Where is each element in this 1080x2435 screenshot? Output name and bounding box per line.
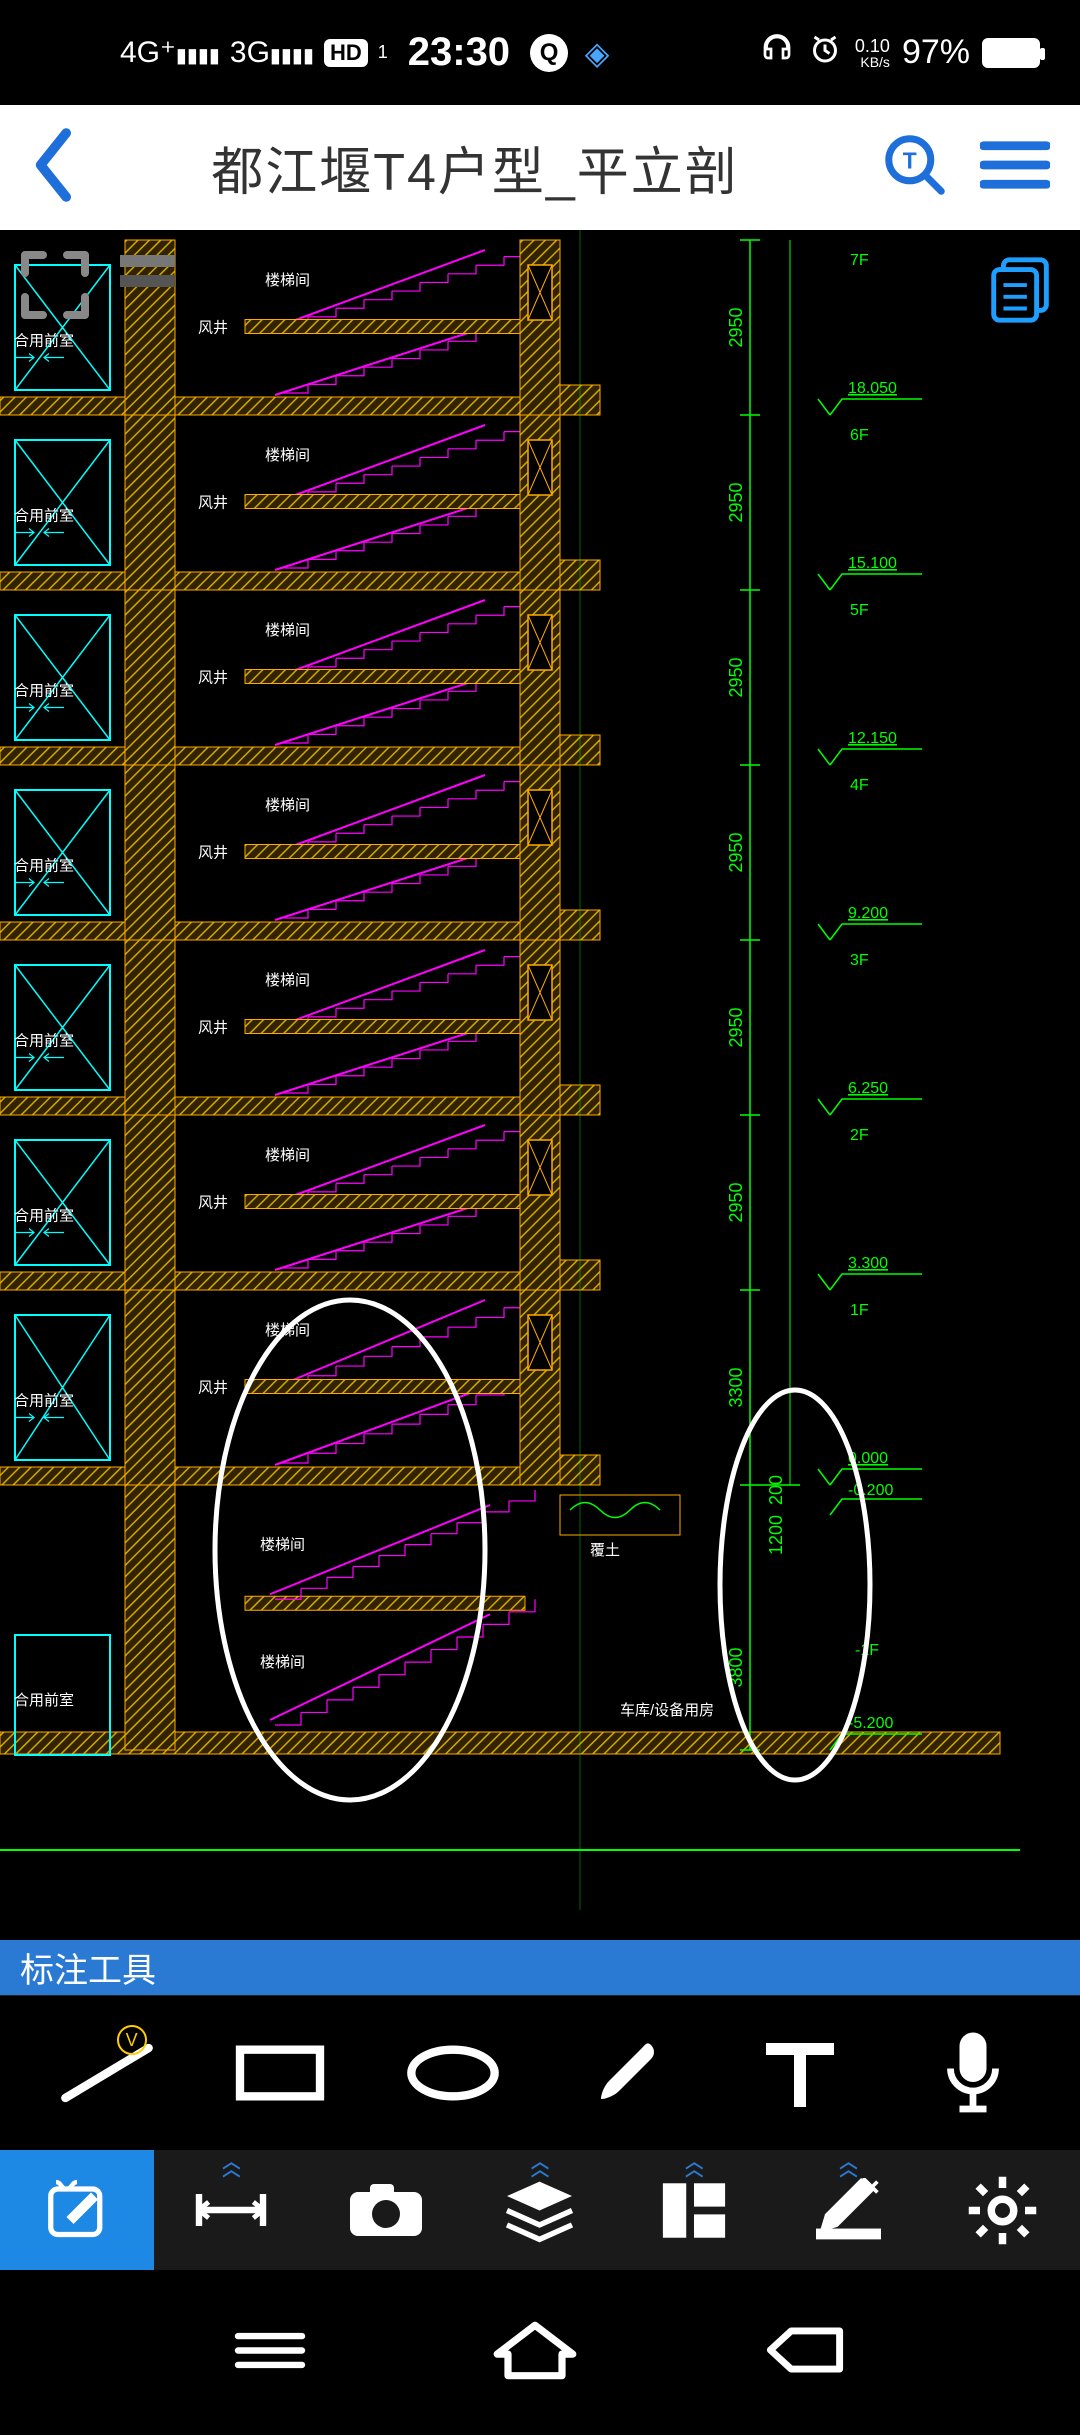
system-nav-bar	[0, 2270, 1080, 2435]
layers-button[interactable]: ︿︿	[463, 2150, 617, 2270]
net-speed: 0.10 KB/s	[855, 37, 890, 69]
edit-button[interactable]	[0, 2150, 154, 2270]
status-left: 4G⁺▮▮▮▮ 3G▮▮▮▮ HD 1 23:30 Q ◈	[120, 30, 616, 75]
text-tool[interactable]	[745, 2033, 855, 2113]
svg-text:3F: 3F	[850, 952, 869, 969]
svg-text:2950: 2950	[726, 482, 746, 522]
battery-icon	[982, 38, 1040, 68]
svg-text:车库/设备用房: 车库/设备用房	[620, 1702, 714, 1719]
svg-text:3.300: 3.300	[848, 1255, 888, 1272]
svg-text:楼梯间: 楼梯间	[265, 797, 310, 814]
battery-pct: 97%	[902, 33, 970, 72]
svg-text:12.150: 12.150	[848, 730, 897, 747]
svg-text:风井: 风井	[198, 495, 228, 512]
line-tool[interactable]: V	[52, 2033, 162, 2113]
app-icon-2: ◈	[578, 34, 616, 72]
menu-button[interactable]	[980, 135, 1050, 200]
svg-text:3300: 3300	[726, 1367, 746, 1407]
app-icon-1: Q	[530, 34, 568, 72]
search-text-button[interactable]: T	[880, 130, 950, 205]
svg-text:合用前室: 合用前室	[14, 1692, 74, 1709]
svg-text:楼梯间: 楼梯间	[265, 972, 310, 989]
svg-text:2950: 2950	[726, 307, 746, 347]
annotation-toolbar-label: 标注工具	[0, 1940, 1080, 1995]
svg-text:楼梯间: 楼梯间	[260, 1537, 305, 1554]
nav-back-button[interactable]	[760, 2320, 850, 2385]
svg-text:2950: 2950	[726, 657, 746, 697]
signal2: 3G▮▮▮▮	[230, 36, 314, 70]
svg-text:T: T	[903, 148, 917, 174]
svg-text:风井: 风井	[198, 320, 228, 337]
nav-recent-button[interactable]	[230, 2323, 310, 2383]
page-title: 都江堰T4户型_平立剖	[100, 130, 850, 205]
cad-viewport[interactable]: 合用前室风井楼梯间29507F18.050合用前室风井楼梯间29506F15.1…	[0, 230, 1080, 1940]
svg-text:200: 200	[766, 1475, 786, 1505]
svg-text:2950: 2950	[726, 1182, 746, 1222]
annotation-toolbar: V	[0, 1995, 1080, 2150]
app-header: 都江堰T4户型_平立剖 T	[0, 105, 1080, 230]
svg-text:7F: 7F	[850, 252, 869, 269]
svg-text:2950: 2950	[726, 1007, 746, 1047]
clock: 23:30	[408, 30, 510, 75]
svg-text:合用前室: 合用前室	[14, 683, 74, 700]
svg-text:合用前室: 合用前室	[14, 1033, 74, 1050]
rectangle-tool[interactable]	[225, 2033, 335, 2113]
svg-text:15.100: 15.100	[848, 555, 897, 572]
svg-text:-5.200: -5.200	[848, 1715, 893, 1732]
svg-text:风井: 风井	[198, 1380, 228, 1397]
svg-text:合用前室: 合用前室	[14, 858, 74, 875]
layer-toggle[interactable]	[120, 255, 175, 287]
tools-button[interactable]: ︿︿	[771, 2150, 925, 2270]
back-button[interactable]	[30, 125, 80, 210]
vip-badge: V	[117, 2025, 147, 2055]
status-right: 0.10 KB/s 97%	[759, 31, 1040, 75]
svg-text:2950: 2950	[726, 832, 746, 872]
brush-tool[interactable]	[572, 2033, 682, 2113]
svg-text:9.200: 9.200	[848, 905, 888, 922]
svg-text:合用前室: 合用前室	[14, 1393, 74, 1410]
layers-panel-button[interactable]	[982, 250, 1060, 328]
svg-text:2F: 2F	[850, 1127, 869, 1144]
alarm-icon	[807, 31, 843, 75]
svg-text:风井: 风井	[198, 670, 228, 687]
svg-text:楼梯间: 楼梯间	[265, 622, 310, 639]
svg-text:合用前室: 合用前室	[14, 508, 74, 525]
bottom-toolbar: ︿︿ ︿︿ ︿︿ ︿︿	[0, 2150, 1080, 2270]
svg-text:5F: 5F	[850, 602, 869, 619]
svg-text:风井: 风井	[198, 1195, 228, 1212]
svg-text:楼梯间: 楼梯间	[265, 447, 310, 464]
signal1: 4G⁺▮▮▮▮	[120, 35, 220, 70]
headset-icon	[759, 31, 795, 75]
svg-text:楼梯间: 楼梯间	[265, 272, 310, 289]
layout-button[interactable]: ︿︿	[617, 2150, 771, 2270]
cad-drawing: 合用前室风井楼梯间29507F18.050合用前室风井楼梯间29506F15.1…	[0, 230, 1080, 1940]
hd-badge: HD	[324, 39, 368, 67]
svg-text:18.050: 18.050	[848, 380, 897, 397]
nav-home-button[interactable]	[490, 2318, 580, 2388]
svg-text:4F: 4F	[850, 777, 869, 794]
svg-text:覆土: 覆土	[590, 1542, 620, 1559]
settings-button[interactable]	[926, 2150, 1080, 2270]
svg-text:风井: 风井	[198, 845, 228, 862]
svg-text:楼梯间: 楼梯间	[260, 1654, 305, 1671]
svg-text:6.250: 6.250	[848, 1080, 888, 1097]
svg-text:合用前室: 合用前室	[14, 1208, 74, 1225]
status-bar: 4G⁺▮▮▮▮ 3G▮▮▮▮ HD 1 23:30 Q ◈ 0.10 KB/s …	[0, 0, 1080, 105]
fullscreen-button[interactable]	[15, 245, 95, 325]
svg-text:1F: 1F	[850, 1302, 869, 1319]
svg-text:合用前室: 合用前室	[14, 333, 74, 350]
measure-button[interactable]: ︿︿	[154, 2150, 308, 2270]
svg-text:6F: 6F	[850, 427, 869, 444]
camera-button[interactable]	[309, 2150, 463, 2270]
svg-text:1200: 1200	[766, 1515, 786, 1555]
ellipse-tool[interactable]	[398, 2033, 508, 2113]
voice-tool[interactable]	[918, 2033, 1028, 2113]
svg-text:-0.200: -0.200	[848, 1482, 893, 1499]
svg-text:风井: 风井	[198, 1020, 228, 1037]
svg-text:楼梯间: 楼梯间	[265, 1147, 310, 1164]
